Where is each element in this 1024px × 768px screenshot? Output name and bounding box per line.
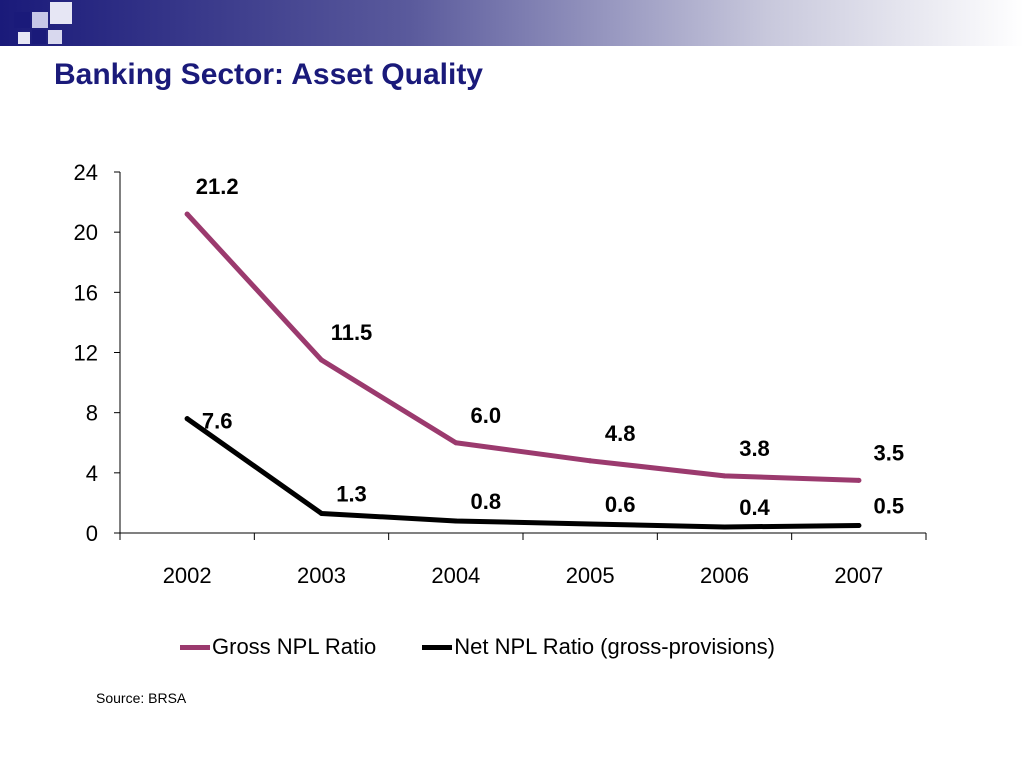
- data-point-1: [319, 510, 324, 516]
- legend-item-net: Net NPL Ratio (gross-provisions): [422, 634, 775, 660]
- legend-swatch-net: [422, 644, 453, 650]
- data-point-0: [722, 473, 727, 479]
- data-point-1: [453, 518, 459, 524]
- data-label-1: 0.6: [605, 492, 636, 517]
- data-label-1: 1.3: [336, 481, 367, 506]
- data-point-1: [722, 524, 727, 530]
- series-line-0: [184, 211, 862, 483]
- legend-swatch-gross: [180, 644, 210, 650]
- data-label-1: 0.5: [874, 493, 905, 518]
- legend-item-gross: Gross NPL Ratio: [180, 634, 376, 660]
- decor-square-6: [18, 32, 30, 44]
- x-tick-label: 2006: [700, 563, 749, 588]
- data-label-0: 4.8: [605, 421, 636, 446]
- data-point-1: [856, 522, 862, 528]
- x-tick-label: 2007: [834, 563, 883, 588]
- x-tick-label: 2004: [431, 563, 480, 588]
- data-point-1: [587, 521, 593, 527]
- data-label-0: 21.2: [196, 174, 239, 199]
- series-line-1: [184, 416, 862, 530]
- data-label-1: 7.6: [202, 409, 233, 434]
- data-label-1: 0.4: [739, 495, 770, 520]
- y-tick-label: 20: [74, 220, 98, 245]
- y-tick-label: 0: [86, 521, 98, 546]
- chart-legend: Gross NPL Ratio Net NPL Ratio (gross-pro…: [180, 634, 821, 660]
- decor-square-3: [50, 2, 72, 24]
- data-point-0: [319, 357, 324, 363]
- legend-label-net: Net NPL Ratio (gross-provisions): [454, 634, 775, 659]
- data-point-0: [587, 458, 593, 464]
- source-note: Source: BRSA: [96, 690, 187, 706]
- header-band: [0, 0, 1024, 46]
- y-tick-label: 16: [74, 280, 98, 305]
- data-point-0: [856, 477, 862, 483]
- legend-label-gross: Gross NPL Ratio: [212, 634, 377, 659]
- data-point-1: [184, 416, 190, 422]
- data-label-0: 6.0: [471, 403, 502, 428]
- y-tick-label: 8: [86, 401, 98, 426]
- y-tick-label: 12: [74, 341, 98, 366]
- decor-square-2: [32, 12, 48, 28]
- data-label-0: 3.5: [874, 440, 905, 465]
- data-point-0: [453, 440, 459, 446]
- x-tick-label: 2002: [163, 563, 212, 588]
- y-tick-label: 24: [74, 160, 98, 185]
- y-tick-label: 4: [86, 461, 98, 486]
- data-label-0: 11.5: [331, 320, 373, 345]
- data-label-1: 0.8: [471, 489, 502, 514]
- data-label-0: 3.8: [739, 436, 770, 461]
- decor-square-5: [48, 30, 62, 44]
- decor-square-4: [32, 30, 46, 44]
- x-tick-label: 2005: [566, 563, 615, 588]
- data-point-0: [184, 211, 190, 217]
- decor-square-1: [14, 12, 30, 28]
- slide-title: Banking Sector: Asset Quality: [54, 58, 483, 91]
- x-tick-label: 2003: [297, 563, 346, 588]
